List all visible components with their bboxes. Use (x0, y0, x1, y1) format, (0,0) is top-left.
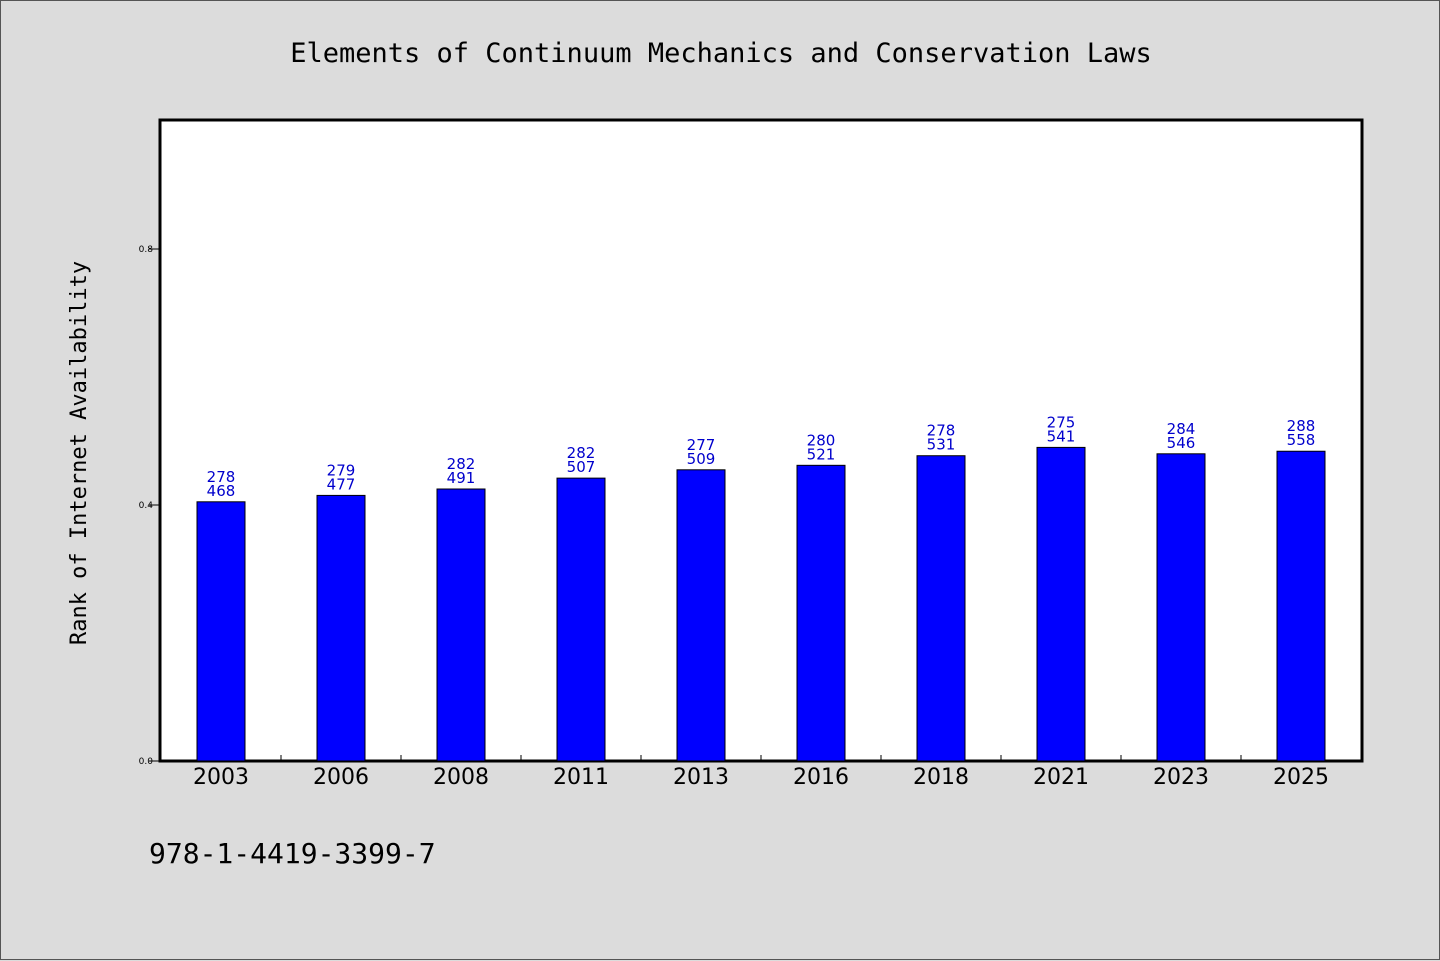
data-label-top: 288 (1287, 417, 1316, 435)
data-label-bottom: 541 (1047, 427, 1076, 445)
data-label-top: 278 (207, 468, 236, 486)
data-label-bottom: 521 (807, 445, 836, 463)
y-tick-label: 0.0 (139, 757, 154, 767)
y-axis-label: Rank of Internet Availability (67, 261, 92, 645)
data-label-bottom: 507 (567, 458, 596, 476)
x-tick-label: 2021 (1033, 765, 1089, 790)
data-label-bottom: 491 (447, 469, 476, 487)
bar (676, 469, 726, 762)
bar (316, 494, 366, 762)
bar (196, 501, 246, 762)
chart-title: Elements of Continuum Mechanics and Cons… (290, 38, 1152, 69)
bar (916, 455, 966, 762)
data-label-bottom: 468 (207, 482, 236, 500)
bar (1276, 450, 1326, 762)
chart-marks: 0.00.40.82784682003279477200628249120082… (139, 245, 1329, 790)
data-label-top: 280 (807, 431, 836, 449)
x-tick-label: 2018 (913, 765, 969, 790)
data-label-top: 282 (567, 444, 596, 462)
x-tick-label: 2006 (313, 765, 369, 790)
data-label-top: 278 (927, 422, 956, 440)
y-tick-label: 0.8 (139, 245, 154, 255)
data-label-bottom: 558 (1287, 431, 1316, 449)
x-tick-label: 2025 (1273, 765, 1329, 790)
data-label-top: 284 (1167, 420, 1196, 438)
isbn-text: 978-1-4419-3399-7 (149, 837, 436, 870)
data-label-bottom: 477 (327, 475, 356, 493)
data-label-bottom: 546 (1167, 434, 1196, 452)
x-tick-label: 2003 (193, 765, 249, 790)
data-label-top: 279 (327, 461, 356, 479)
bar (1036, 446, 1086, 762)
data-label-top: 277 (687, 436, 716, 454)
bar (556, 477, 606, 762)
x-tick-label: 2008 (433, 765, 489, 790)
bar (1156, 453, 1206, 762)
bar (796, 464, 846, 762)
bar (436, 488, 486, 762)
x-tick-label: 2023 (1153, 765, 1209, 790)
x-tick-label: 2016 (793, 765, 849, 790)
data-label-top: 282 (447, 455, 476, 473)
x-tick-label: 2013 (673, 765, 729, 790)
data-label-bottom: 531 (927, 436, 956, 454)
y-tick-label: 0.4 (139, 501, 154, 511)
x-tick-label: 2011 (553, 765, 609, 790)
data-label-top: 275 (1047, 413, 1076, 431)
data-label-bottom: 509 (687, 450, 716, 468)
